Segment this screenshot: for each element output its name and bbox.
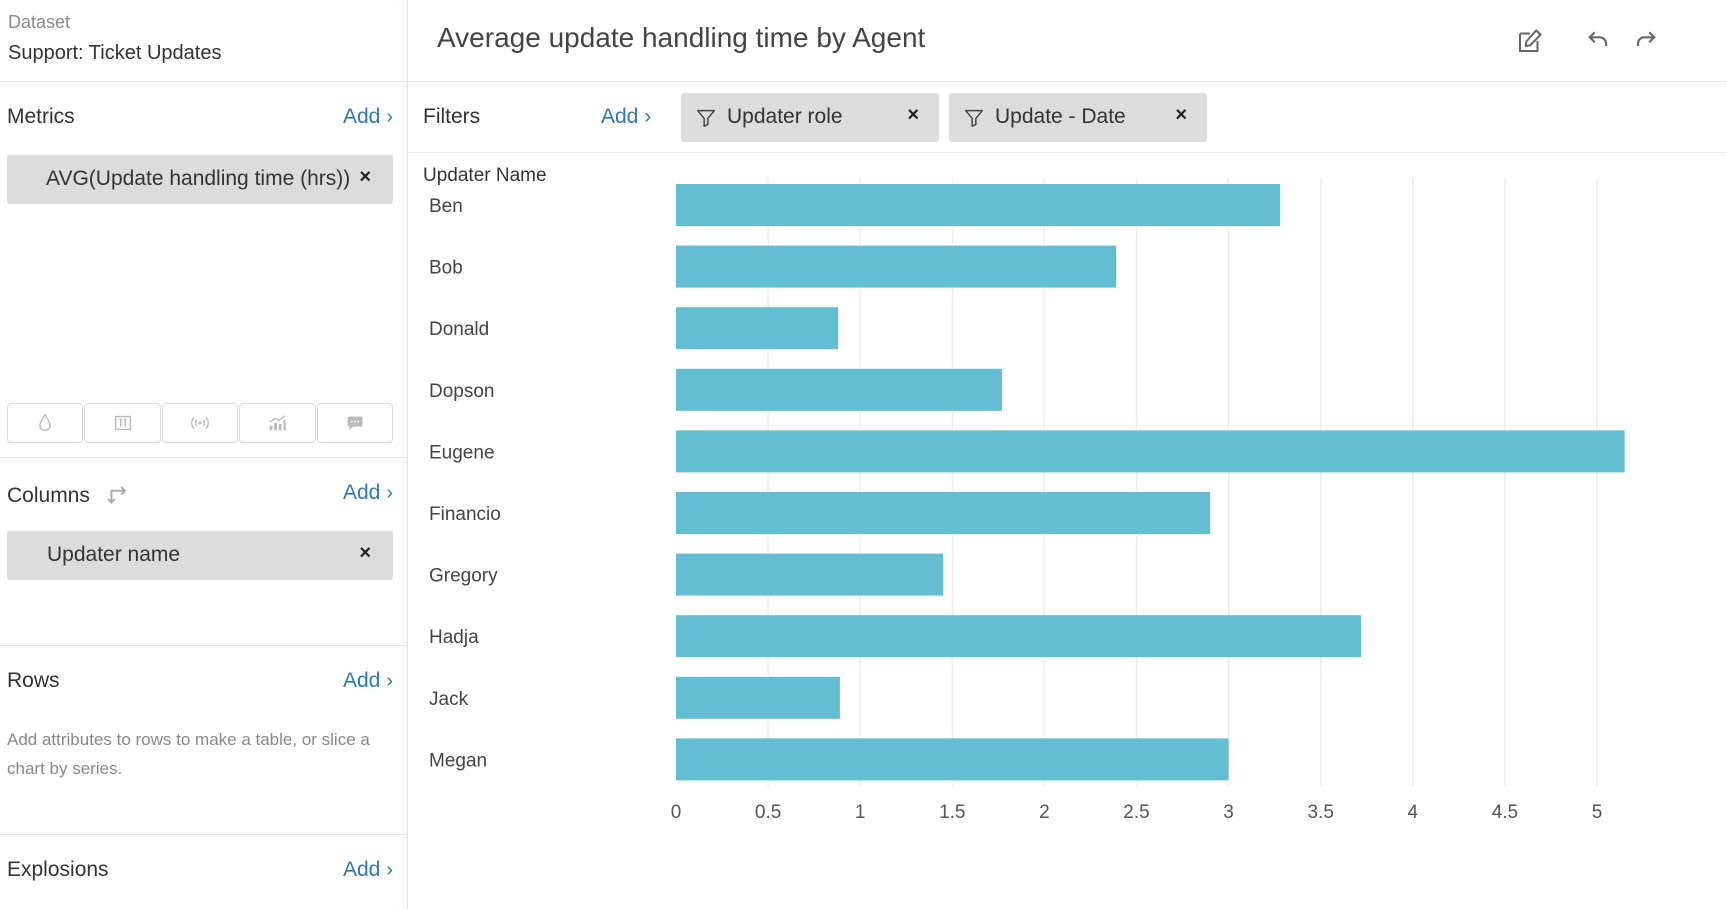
column-pill-label: Updater name [47,543,181,566]
rows-help-text: Add attributes to rows to make a table, … [7,730,370,778]
divider [0,645,407,646]
category-label: Megan [429,750,487,771]
filter-remove-icon[interactable]: × [907,104,919,126]
broadcast-icon [191,417,209,429]
filter-chip-update-date[interactable]: Update - Date × [949,93,1207,142]
chevron-right-icon: › [386,106,393,128]
category-label: Eugene [429,442,495,463]
chart-area: Updater Name Ben Bob Donald Dopson Eugene Fin… [409,154,1727,909]
explosions-title: Explosions [7,858,109,881]
visualization-toolbar [7,403,394,443]
category-label: Hadja [429,627,479,648]
x-tick-label: 1 [855,802,866,823]
bar-megan[interactable] [676,738,1229,781]
trend-chart-button[interactable] [239,403,316,443]
column-remove-icon[interactable]: × [359,542,371,564]
x-tick-label: 4.5 [1492,802,1518,823]
trend-chart-icon [269,415,287,431]
columns-add-label: Add [342,481,381,504]
columns-title: Columns [7,481,132,508]
x-tick-label: 4 [1408,802,1419,823]
x-tick-label: 5 [1592,802,1603,823]
x-tick-label: 3 [1223,802,1234,823]
category-label: Donald [429,319,489,340]
explosions-add-label: Add [342,858,381,881]
comment-button[interactable] [316,403,394,443]
swap-axes-icon[interactable] [106,481,132,507]
category-label: Gregory [429,566,498,587]
bar-hadja[interactable] [676,615,1362,658]
metrics-add-label: Add [342,105,381,128]
metric-remove-icon[interactable]: × [359,166,371,188]
category-labels: Ben Bob Donald Dopson Eugene Financio Gregory H… [429,196,501,771]
metrics-title: Metrics [7,105,75,128]
redo-icon[interactable] [1633,26,1663,56]
chart-title[interactable]: Average update handling time by Agent [437,22,926,53]
dataset-name[interactable]: Support: Ticket Updates [8,42,222,64]
x-tick-label: 0.5 [755,802,781,823]
category-label: Bob [429,258,463,279]
metric-pill[interactable]: AVG(Update handling time (hrs)) × [7,155,393,204]
droplet-button[interactable] [7,403,84,443]
filter-chip-label: Update - Date [995,105,1126,128]
filter-icon [965,109,983,127]
droplet-icon [39,413,51,431]
bar-financio[interactable] [676,492,1211,534]
filter-chip-label: Updater role [727,105,843,128]
undo-icon[interactable] [1581,26,1611,56]
x-tick-label: 2 [1039,802,1050,823]
x-tick-label: 1.5 [939,802,965,823]
bar-dopson[interactable] [676,368,1003,411]
bar-jack[interactable] [676,676,840,719]
filter-icon [697,109,715,127]
rows-add-link[interactable]: Add › [343,669,393,693]
columns-button[interactable] [84,403,161,443]
broadcast-button[interactable] [161,403,239,443]
bar-eugene[interactable] [676,430,1625,473]
dataset-label: Dataset [8,12,71,32]
filter-chip-updater-role[interactable]: Updater role × [681,93,939,142]
title-bar: Average update handling time by Agent [409,0,1727,82]
filters-label: Filters [423,105,481,128]
bar-ben[interactable] [676,184,1281,226]
column-pill[interactable]: Updater name × [7,531,393,580]
x-tick-labels: 0 0.5 1 1.5 2 2.5 3 3.5 4 4.5 5 [671,802,1603,823]
rows-add-label: Add [342,669,381,692]
edit-icon[interactable] [1515,26,1545,56]
chevron-right-icon: › [386,859,393,881]
x-tick-label: 0 [671,802,682,823]
metrics-add-link[interactable]: Add › [343,105,393,129]
filters-add-label: Add [601,105,639,128]
columns-icon [114,415,131,431]
rows-title: Rows [7,669,60,692]
columns-add-link[interactable]: Add › [343,481,393,505]
bar-donald[interactable] [676,307,839,350]
chevron-right-icon: › [386,670,393,692]
divider [0,457,407,458]
explosions-add-link[interactable]: Add › [343,858,393,882]
filter-bar: Filters Add › Updater role × Update - Dat… [409,83,1727,153]
dataset-panel: Dataset Support: Ticket Updates [0,0,407,82]
comment-icon [347,416,363,430]
category-label: Jack [429,689,469,710]
columns-title-label: Columns [7,484,90,507]
bar-chart: Updater Name Ben Bob Donald Dopson Eugene Fin… [423,165,1625,823]
divider [0,834,407,835]
category-label: Dopson [429,381,495,402]
chevron-right-icon: › [644,105,652,128]
category-label: Ben [429,196,463,217]
main-panel: Average update handling time by Agent Fi… [409,0,1727,909]
bars [676,184,1625,781]
chevron-right-icon: › [386,482,393,504]
filters-add-link[interactable]: Add › [601,105,651,129]
sidebar: Dataset Support: Ticket Updates Metrics … [0,0,408,909]
category-label: Financio [429,504,501,525]
metric-pill-label: AVG(Update handling time (hrs)) [46,167,351,190]
y-axis-label: Updater Name [423,165,547,186]
x-tick-label: 2.5 [1123,802,1149,823]
filter-remove-icon[interactable]: × [1175,104,1187,126]
bar-bob[interactable] [676,245,1117,288]
bar-gregory[interactable] [676,553,944,596]
x-tick-label: 3.5 [1307,802,1333,823]
